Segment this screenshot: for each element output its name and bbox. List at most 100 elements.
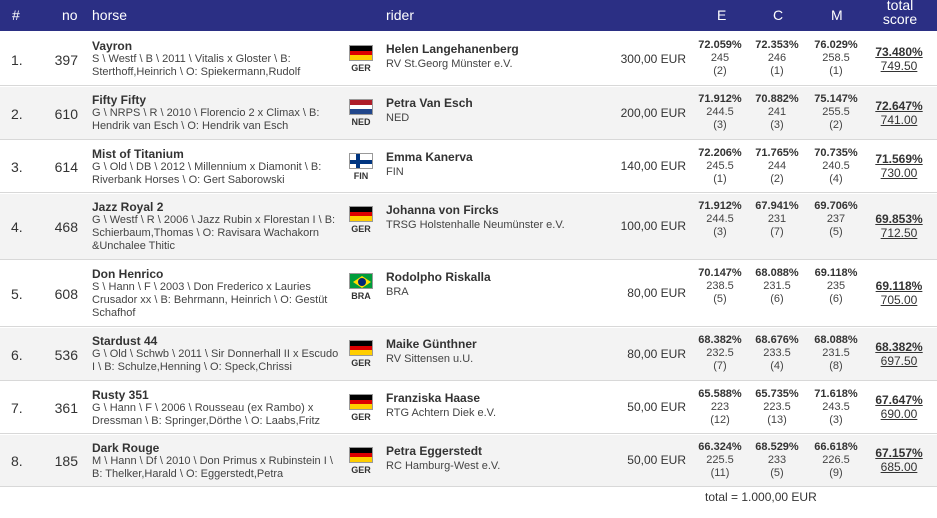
prize-money: 300,00 EUR (620, 52, 686, 66)
score-e-points: 225.5 (706, 454, 734, 466)
total-score-percent[interactable]: 68.382% (875, 340, 923, 354)
germany-flag-icon (349, 206, 373, 222)
horse-name[interactable]: Rusty 351 (92, 388, 149, 402)
score-e: 68.382% 232.5 (7) (692, 334, 748, 373)
horse-name[interactable]: Dark Rouge (92, 441, 160, 455)
total-score[interactable]: 69.118% 705.00 (868, 279, 930, 307)
score-e: 71.912% 244.5 (3) (692, 93, 748, 132)
score-m-percent: 75.147% (814, 93, 858, 105)
total-score-percent[interactable]: 67.157% (875, 446, 923, 460)
score-e-points: 223 (710, 401, 730, 413)
rider-club: RV St.Georg Münster e.V. (386, 58, 513, 70)
prize-money: 80,00 EUR (627, 347, 686, 361)
score-c-percent: 70.882% (755, 93, 799, 105)
score-m-percent: 69.118% (814, 267, 858, 279)
rider-name[interactable]: Maike Günthner (386, 337, 477, 351)
total-score[interactable]: 72.647% 741.00 (868, 99, 930, 127)
germany-flag-icon (349, 45, 373, 61)
rider-club: RC Hamburg-West e.V. (386, 460, 501, 472)
total-score[interactable]: 73.480% 749.50 (868, 45, 930, 73)
table-row[interactable]: 5. 608 Don Henrico S \ Hann \ F \ 2003 \… (0, 261, 937, 327)
total-score-points[interactable]: 685.00 (880, 460, 918, 474)
score-e-rank: (11) (710, 467, 730, 479)
total-score-points[interactable]: 712.50 (880, 226, 918, 240)
horse-name[interactable]: Jazz Royal 2 (92, 200, 164, 214)
total-score-percent[interactable]: 71.569% (875, 152, 923, 166)
total-score-points[interactable]: 697.50 (880, 354, 918, 368)
total-score[interactable]: 67.157% 685.00 (868, 446, 930, 474)
horse-info: S \ Westf \ B \ 2011 \ Vitalis x Gloster… (92, 53, 301, 78)
nation-code: BRA (351, 291, 371, 301)
score-m-points: 226.5 (822, 454, 850, 466)
score-c-percent: 68.676% (755, 334, 799, 346)
score-e-rank: (5) (713, 293, 727, 305)
table-row[interactable]: 3. 614 Mist of Titanium G \ Old \ DB \ 2… (0, 141, 937, 193)
score-c: 68.676% 233.5 (4) (749, 334, 805, 373)
score-c: 68.529% 233 (5) (749, 441, 805, 480)
rider-name[interactable]: Petra Van Esch (386, 96, 473, 110)
prize-money: 140,00 EUR (620, 159, 686, 173)
horse-name[interactable]: Vayron (92, 39, 133, 53)
score-e-points: 245.5 (706, 160, 734, 172)
score-e-rank: (3) (713, 119, 727, 131)
score-c-rank: (13) (767, 414, 787, 426)
score-e: 65.588% 223 (12) (692, 388, 748, 427)
header-no: no (62, 7, 78, 23)
score-m-percent: 71.618% (814, 388, 858, 400)
start-number: 468 (54, 219, 78, 235)
total-score-percent[interactable]: 73.480% (875, 45, 923, 59)
score-c: 71.765% 244 (2) (749, 147, 805, 186)
horse-info: G \ Westf \ R \ 2006 \ Jazz Rubin x Flor… (92, 214, 336, 252)
header-rider: rider (386, 7, 415, 23)
start-number: 185 (54, 453, 78, 469)
table-row[interactable]: 6. 536 Stardust 44 G \ Old \ Schwb \ 201… (0, 328, 937, 381)
score-e: 70.147% 238.5 (5) (692, 267, 748, 306)
total-score-points[interactable]: 749.50 (880, 59, 918, 73)
score-e-points: 244.5 (706, 106, 734, 118)
score-e-percent: 72.206% (698, 147, 742, 159)
total-score-percent[interactable]: 69.118% (875, 279, 923, 293)
total-score-percent[interactable]: 69.853% (875, 212, 923, 226)
table-row[interactable]: 1. 397 Vayron S \ Westf \ B \ 2011 \ Vit… (0, 33, 937, 86)
table-row[interactable]: 2. 610 Fifty Fifty G \ NRPS \ R \ 2010 \… (0, 87, 937, 140)
total-score[interactable]: 68.382% 697.50 (868, 340, 930, 368)
rider-name[interactable]: Emma Kanerva (386, 150, 473, 164)
table-row[interactable]: 4. 468 Jazz Royal 2 G \ Westf \ R \ 2006… (0, 194, 937, 260)
total-score-points[interactable]: 741.00 (880, 113, 918, 127)
rider-name[interactable]: Franziska Haase (386, 391, 481, 405)
score-c-rank: (7) (770, 226, 784, 238)
results-header: # no horse rider E C M total score (0, 0, 937, 31)
total-score[interactable]: 69.853% 712.50 (868, 212, 930, 240)
total-score[interactable]: 71.569% 730.00 (868, 152, 930, 180)
prize-money: 200,00 EUR (620, 106, 686, 120)
table-row[interactable]: 7. 361 Rusty 351 G \ Hann \ F \ 2006 \ R… (0, 382, 937, 434)
score-c-points: 246 (767, 52, 787, 64)
rider-name[interactable]: Rodolpho Riskalla (386, 270, 491, 284)
horse-name[interactable]: Don Henrico (92, 267, 164, 281)
total-score-points[interactable]: 690.00 (880, 407, 918, 421)
rider-name[interactable]: Helen Langehanenberg (386, 42, 519, 56)
horse-name[interactable]: Stardust 44 (92, 334, 158, 348)
total-score-points[interactable]: 730.00 (880, 166, 918, 180)
score-e-points: 245 (710, 52, 730, 64)
rider-name[interactable]: Petra Eggerstedt (386, 444, 483, 458)
score-m-rank: (5) (829, 226, 843, 238)
score-e: 72.206% 245.5 (1) (692, 147, 748, 186)
score-e-rank: (7) (713, 360, 727, 372)
start-number: 614 (54, 159, 78, 175)
score-c-points: 231 (767, 213, 787, 225)
horse-name[interactable]: Mist of Titanium (92, 147, 184, 161)
rider-name[interactable]: Johanna von Fircks (386, 203, 499, 217)
score-c: 68.088% 231.5 (6) (749, 267, 805, 306)
table-row[interactable]: 8. 185 Dark Rouge M \ Hann \ Df \ 2010 \… (0, 435, 937, 487)
total-score-points[interactable]: 705.00 (880, 293, 918, 307)
total-score-percent[interactable]: 67.647% (875, 393, 923, 407)
netherlands-flag-icon (349, 99, 373, 115)
total-score[interactable]: 67.647% 690.00 (868, 393, 930, 421)
score-c-rank: (3) (770, 119, 784, 131)
score-m-points: 240.5 (822, 160, 850, 172)
score-m: 68.088% 231.5 (8) (808, 334, 864, 373)
total-score-percent[interactable]: 72.647% (875, 99, 923, 113)
score-c-points: 241 (767, 106, 787, 118)
horse-name[interactable]: Fifty Fifty (92, 93, 146, 107)
